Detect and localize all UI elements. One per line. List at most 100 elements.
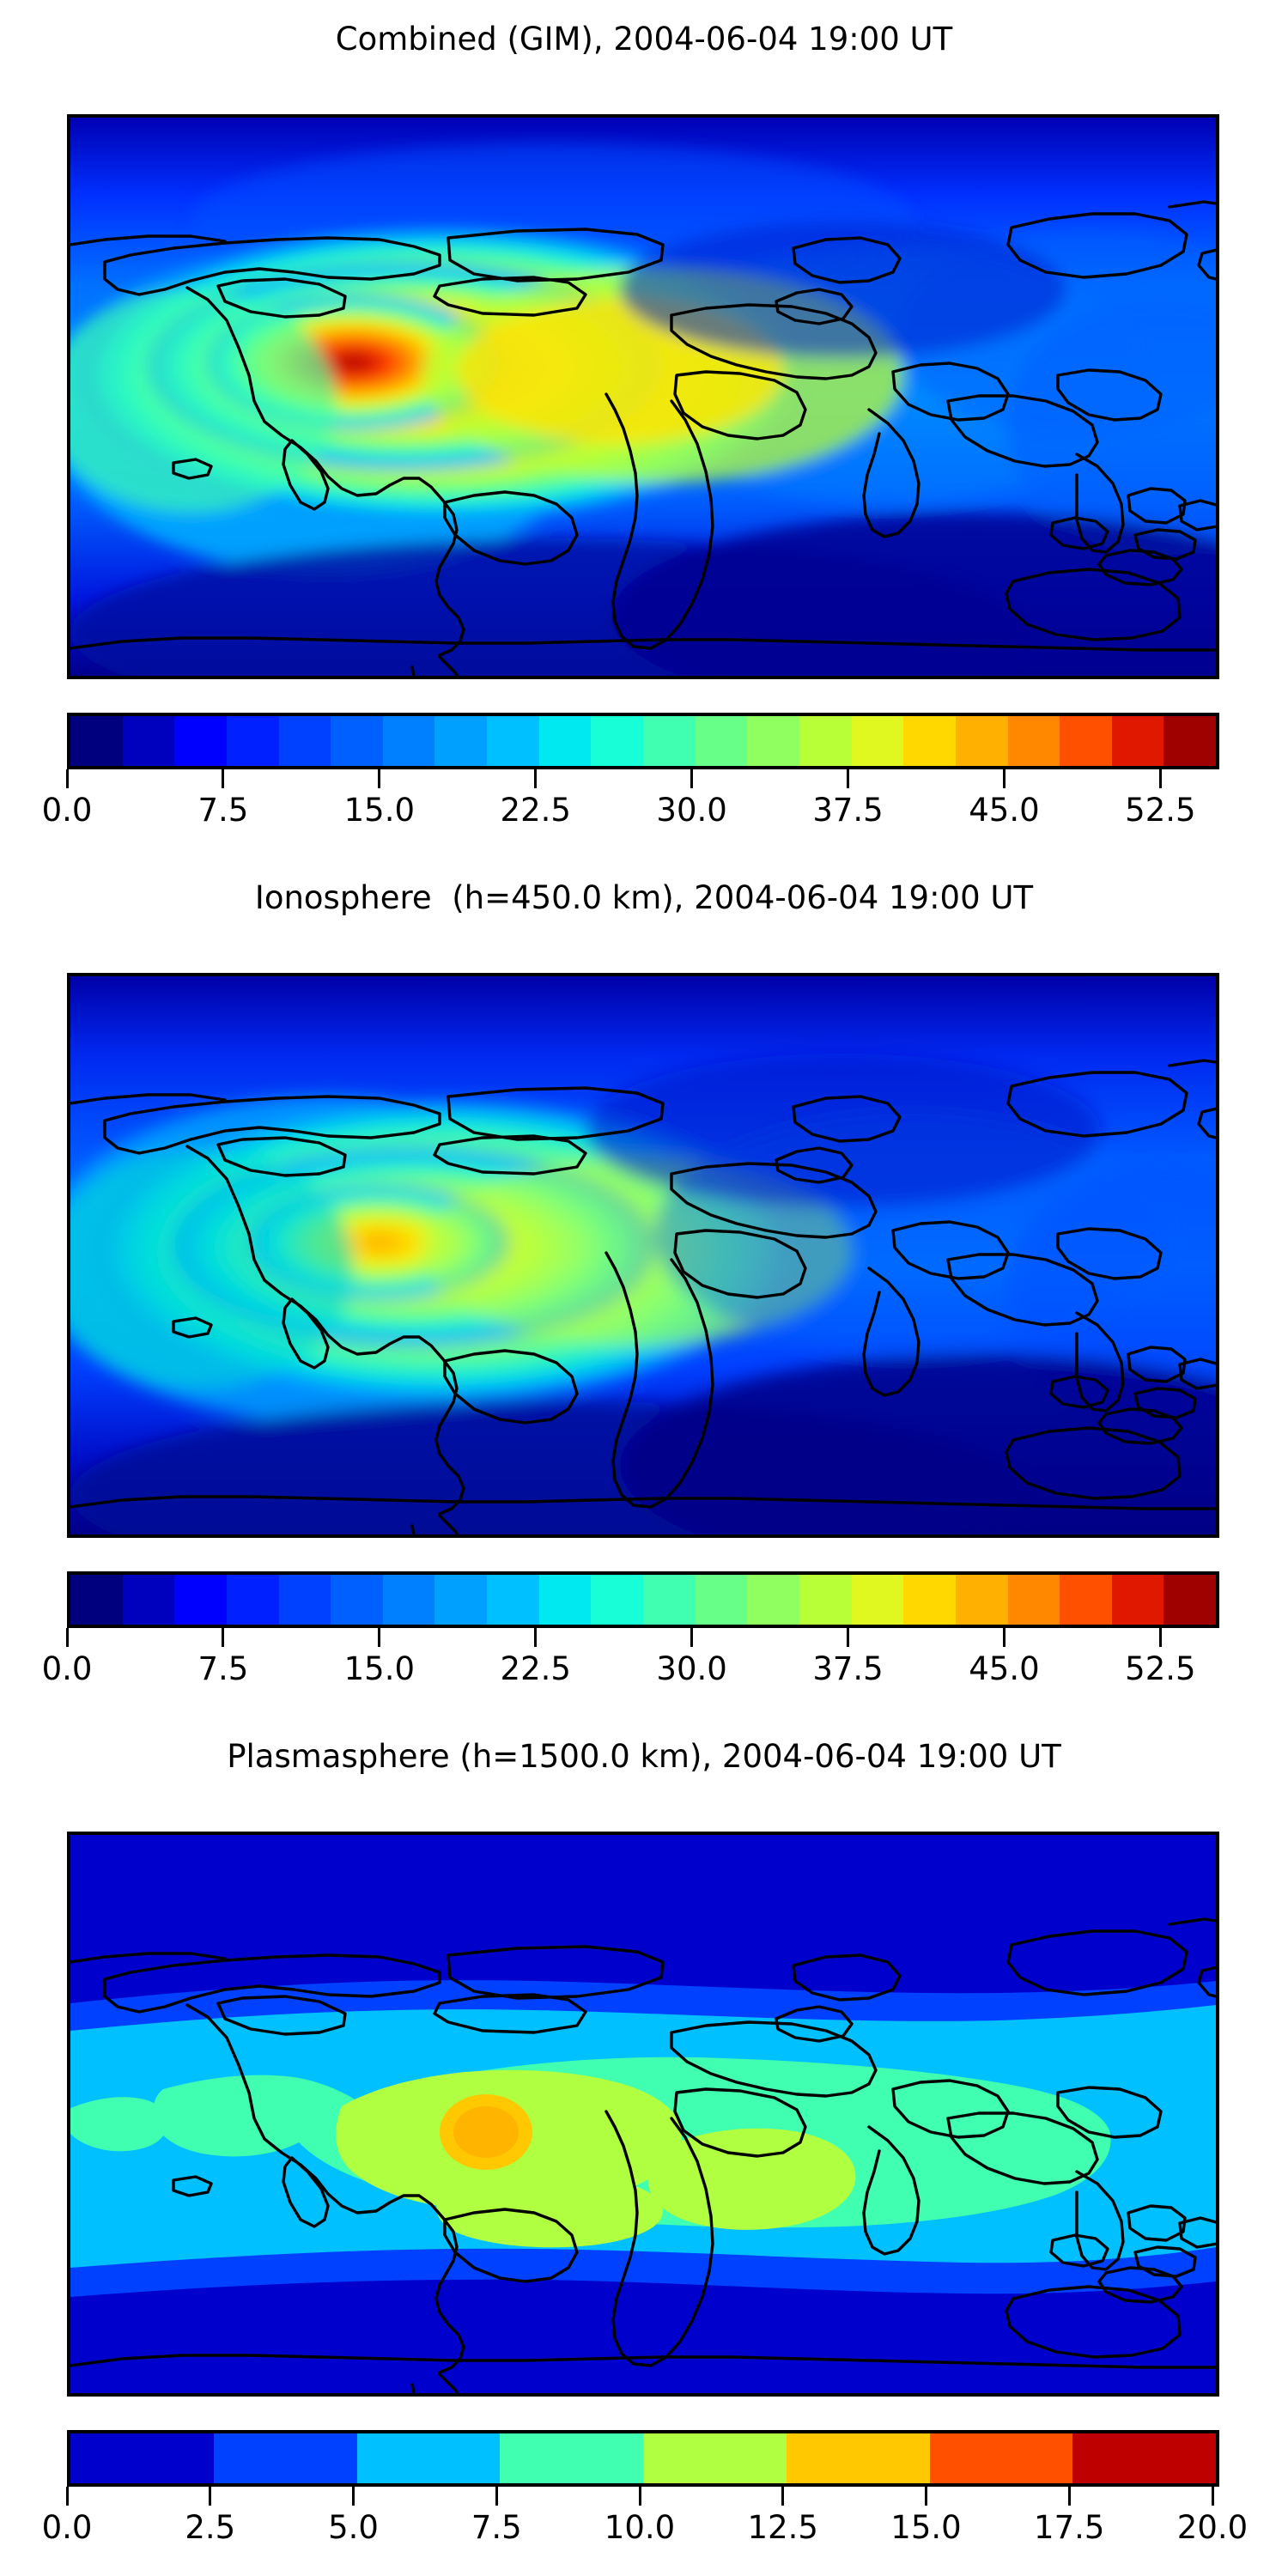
colorbar-swatch (851, 716, 904, 766)
colorbar-swatch (226, 1575, 279, 1625)
coastlines-ionosphere (70, 1059, 1216, 1534)
map-plasmasphere (67, 1832, 1219, 2397)
colorbar-swatch (1163, 1575, 1217, 1625)
coastlines-plasmasphere (70, 1917, 1216, 2393)
colorbar-swatch (1072, 2433, 1216, 2483)
colorbar-swatch (929, 2433, 1073, 2483)
colorbar-tick (209, 2487, 212, 2506)
coastlines-combined (70, 200, 1216, 676)
colorbar-tick-label: 52.5 (1125, 1650, 1196, 1687)
tec-field-ionosphere (70, 976, 1216, 1534)
colorbar-tick (222, 769, 225, 788)
colorbar-swatch (500, 2433, 643, 2483)
panel-title-ionosphere: Ionosphere (h=450.0 km), 2004-06-04 19:0… (254, 879, 1034, 916)
colorbar-tick-label: 7.5 (197, 1650, 249, 1687)
colorbar-tick-labels-ionosphere: 0.0 7.5 15.0 22.5 30.0 37.5 45.0 52.5 (42, 1650, 1216, 1693)
colorbar-tick-label: 30.0 (656, 1650, 727, 1687)
colorbar-tick-label: 37.5 (812, 792, 884, 829)
colorbar-swatch (1007, 716, 1060, 766)
colorbar-swatch (331, 716, 383, 766)
colorbar-tick-label: 7.5 (471, 2509, 522, 2546)
colorbar-swatch (331, 1575, 383, 1625)
contour-band-4b (70, 2097, 167, 2152)
colorbar-tick-label: 0.0 (41, 2509, 93, 2546)
colorbar-plasmasphere: 0.0 2.5 5.0 7.5 10.0 12.5 15.0 17.5 20.0 (42, 2430, 1248, 2552)
map-svg-plasmasphere (70, 1835, 1216, 2393)
colorbar-tick-label: 22.5 (500, 792, 571, 829)
colorbar-swatch (799, 1575, 852, 1625)
colorbar-tick (690, 769, 694, 788)
colorbar-tick (1002, 1628, 1005, 1647)
colorbar-ionosphere: 0.0 7.5 15.0 22.5 30.0 37.5 45.0 52.5 (42, 1571, 1219, 1693)
colorbar-tick (1002, 769, 1005, 788)
colorbar-swatch (382, 716, 435, 766)
colorbar-swatch (122, 1575, 175, 1625)
colorbar-swatch (487, 716, 539, 766)
colorbar-swatch (434, 716, 488, 766)
colorbar-tick (690, 1628, 694, 1647)
colorbar-swatch (1060, 716, 1112, 766)
colorbar-swatch (851, 1575, 904, 1625)
colorbar-swatch (643, 716, 696, 766)
colorbar-combined: 0.0 7.5 15.0 22.5 30.0 37.5 45.0 52.5 (42, 713, 1219, 835)
colorbar-tick (352, 2487, 355, 2506)
colorbar-swatch (70, 2433, 214, 2483)
colorbar-swatch (278, 1575, 331, 1625)
colorbar-swatch (591, 1575, 644, 1625)
colorbar-swatch (226, 716, 279, 766)
colorbar-tick (534, 769, 538, 788)
colorbar-swatch (955, 1575, 1008, 1625)
colorbar-tick-label: 30.0 (656, 792, 727, 829)
colorbar-swatch (643, 2433, 787, 2483)
colorbar-tick-label: 0.0 (41, 792, 93, 829)
colorbar-gradient-combined (67, 713, 1219, 769)
panel-ionosphere: Ionosphere (h=450.0 km), 2004-06-04 19:0… (0, 879, 1288, 916)
colorbar-tick-labels-combined: 0.0 7.5 15.0 22.5 30.0 37.5 45.0 52.5 (42, 792, 1216, 835)
colorbar-tick-label: 2.5 (185, 2509, 236, 2546)
colorbar-tick (65, 769, 69, 788)
colorbar-tick-label: 0.0 (41, 1650, 93, 1687)
contour-band-5c (436, 2174, 663, 2248)
colorbar-tick-label: 10.0 (604, 2509, 676, 2546)
colorbar-swatch (1111, 716, 1164, 766)
colorbar-tick (534, 1628, 538, 1647)
colorbar-tick-label: 22.5 (500, 1650, 571, 1687)
colorbar-swatch (747, 716, 799, 766)
colorbar-swatch (695, 716, 748, 766)
panel-title-combined: Combined (GIM), 2004-06-04 19:00 UT (335, 21, 953, 58)
colorbar-swatch (538, 716, 592, 766)
colorbar-tick-label: 7.5 (197, 792, 249, 829)
colorbar-swatch (174, 1575, 227, 1625)
colorbar-swatch (1163, 716, 1217, 766)
colorbar-gradient-ionosphere (67, 1571, 1219, 1628)
colorbar-swatch (1060, 1575, 1112, 1625)
colorbar-swatch (487, 1575, 539, 1625)
colorbar-tick-label: 15.0 (890, 2509, 962, 2546)
colorbar-swatch (903, 716, 956, 766)
colorbar-tick (847, 1628, 850, 1647)
colorbar-tick (1067, 2487, 1071, 2506)
panel-combined-gim: Combined (GIM), 2004-06-04 19:00 UT (0, 21, 1288, 58)
colorbar-tick-label: 20.0 (1176, 2509, 1249, 2546)
colorbar-swatch (591, 716, 644, 766)
colorbar-tick (222, 1628, 225, 1647)
colorbar-tick (65, 2487, 69, 2506)
colorbar-tick-label: 15.0 (343, 792, 416, 829)
colorbar-swatch (382, 1575, 435, 1625)
map-svg-ionosphere (70, 976, 1216, 1534)
colorbar-tick-label: 37.5 (812, 1650, 884, 1687)
colorbar-tick-labels-plasmasphere: 0.0 2.5 5.0 7.5 10.0 12.5 15.0 17.5 20.0 (42, 2509, 1249, 2552)
colorbar-swatch (1007, 1575, 1060, 1625)
colorbar-tick (1211, 2487, 1214, 2506)
contour-band-5b (647, 2128, 856, 2230)
colorbar-tick (1158, 769, 1162, 788)
colorbar-swatch (174, 716, 227, 766)
colorbar-swatch (122, 716, 175, 766)
colorbar-tick (378, 1628, 381, 1647)
colorbar-tick-label: 15.0 (343, 1650, 416, 1687)
colorbar-swatch (799, 716, 852, 766)
colorbar-tick-label: 12.5 (747, 2509, 818, 2546)
colorbar-swatch (434, 1575, 488, 1625)
colorbar-tick (847, 769, 850, 788)
